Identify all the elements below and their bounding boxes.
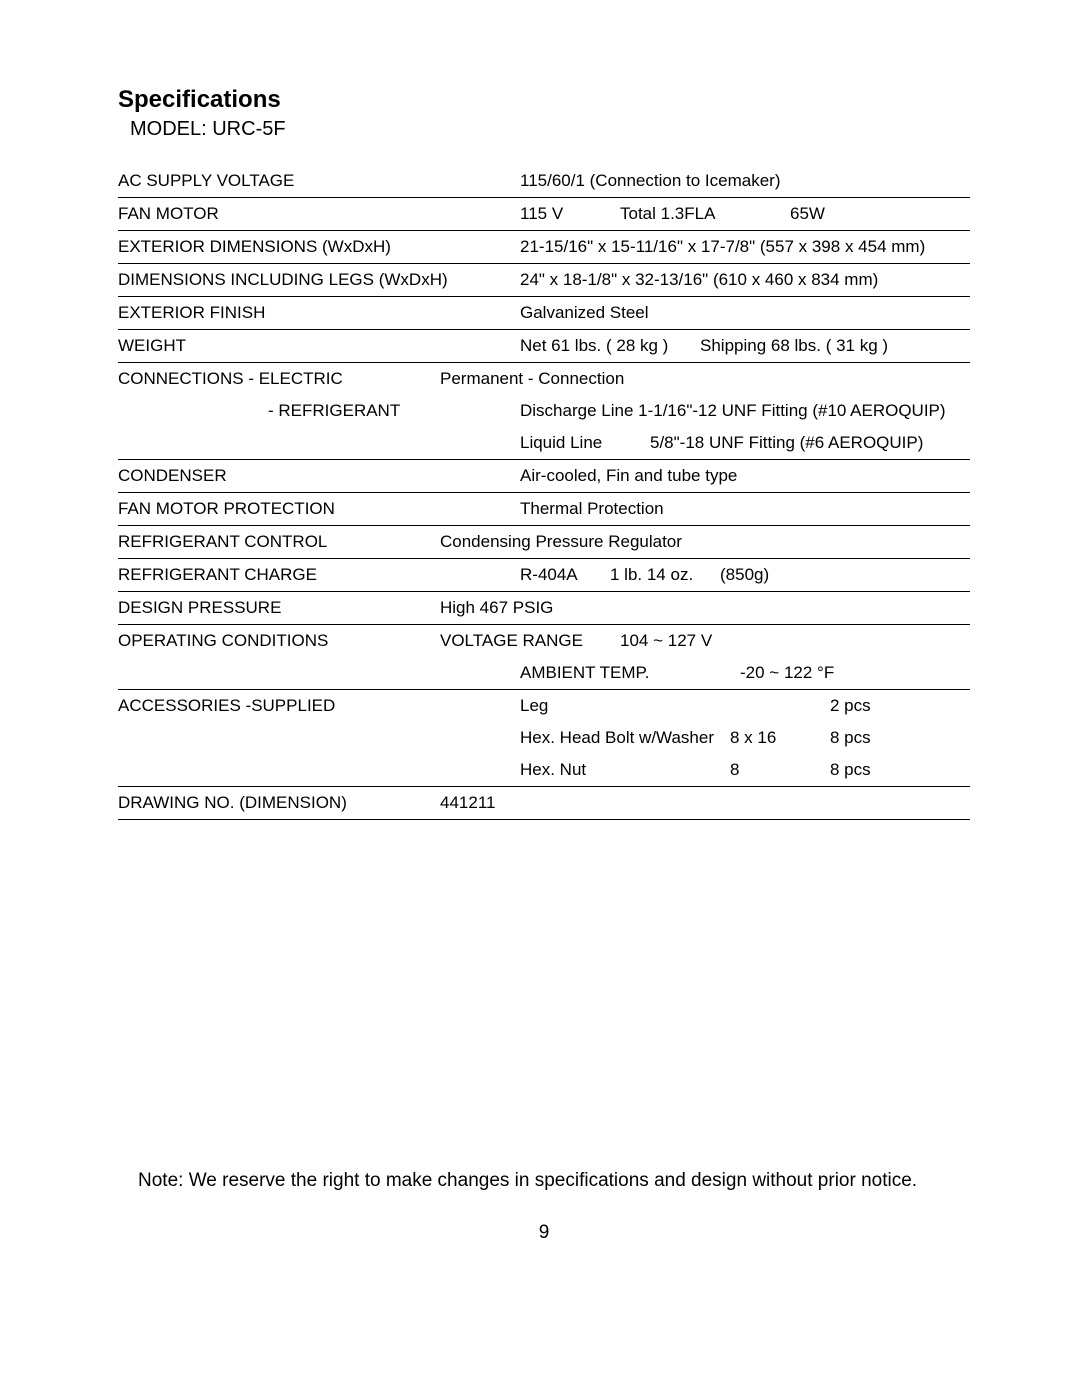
footer-note-text: Note: We reserve the right to make chang… (138, 1168, 960, 1194)
spec-value-cell: 1 lb. 14 oz. (610, 565, 720, 585)
table-row: Hex. Nut88 pcs (118, 754, 970, 787)
spec-value: Galvanized Steel (520, 297, 970, 330)
spec-value-cell: Condensing Pressure Regulator (440, 532, 682, 552)
spec-value-cell: VOLTAGE RANGE (440, 631, 620, 651)
table-row: FAN MOTOR115 VTotal 1.3FLA65W (118, 198, 970, 231)
spec-value-cell: Air-cooled, Fin and tube type (520, 466, 737, 486)
spec-value-cell: Net 61 lbs. ( 28 kg ) (520, 336, 700, 356)
spec-label: WEIGHT (118, 330, 520, 363)
spec-value-cell: Galvanized Steel (520, 303, 649, 323)
table-row: DESIGN PRESSUREHigh 467 PSIG (118, 592, 970, 625)
page-number: 9 (118, 1222, 970, 1244)
table-row: - REFRIGERANTDischarge Line 1-1/16"-12 U… (118, 395, 970, 427)
spec-value-cell: AMBIENT TEMP. (520, 663, 740, 683)
table-row: ACCESSORIES -SUPPLIEDLeg 2 pcs (118, 690, 970, 723)
spec-value-cell: 2 pcs (830, 696, 910, 716)
spec-value-cell: 441211 (440, 793, 495, 813)
spec-value: Condensing Pressure Regulator (520, 526, 970, 559)
spec-value-cell: Hex. Head Bolt w/Washer (520, 728, 730, 748)
spec-value-cell: 8 pcs (830, 728, 910, 748)
spec-value-cell: 8 x 16 (730, 728, 830, 748)
spec-table: AC SUPPLY VOLTAGE115/60/1 (Connection to… (118, 165, 970, 820)
table-row: WEIGHTNet 61 lbs. ( 28 kg )Shipping 68 l… (118, 330, 970, 363)
spec-value-cell: Thermal Protection (520, 499, 664, 519)
spec-value-cell: Total 1.3FLA (620, 204, 790, 224)
spec-value: Discharge Line 1-1/16"-12 UNF Fitting (#… (520, 395, 970, 427)
spec-value-cell: 24" x 18-1/8" x 32-13/16" (610 x 460 x 8… (520, 270, 878, 290)
table-row: REFRIGERANT CONTROLCondensing Pressure R… (118, 526, 970, 559)
spec-value: Thermal Protection (520, 493, 970, 526)
table-row: Hex. Head Bolt w/Washer8 x 168 pcs (118, 722, 970, 754)
spec-value: Hex. Nut88 pcs (520, 754, 970, 787)
spec-value: 441211 (520, 787, 970, 820)
spec-label: ACCESSORIES -SUPPLIED (118, 690, 520, 723)
spec-label: AC SUPPLY VOLTAGE (118, 165, 520, 198)
spec-value: Permanent - Connection (520, 363, 970, 396)
page-title: Specifications (118, 86, 970, 114)
spec-label: - REFRIGERANT (118, 395, 520, 427)
table-row: DRAWING NO. (DIMENSION)441211 (118, 787, 970, 820)
spec-value: 21-15/16" x 15-11/16" x 17-7/8" (557 x 3… (520, 231, 970, 264)
spec-value: Hex. Head Bolt w/Washer8 x 168 pcs (520, 722, 970, 754)
spec-label (118, 427, 520, 460)
spec-label: FAN MOTOR (118, 198, 520, 231)
spec-value: 115 VTotal 1.3FLA65W (520, 198, 970, 231)
table-row: REFRIGERANT CHARGER-404A1 lb. 14 oz.(850… (118, 559, 970, 592)
spec-value-cell: 104 ~ 127 V (620, 631, 760, 651)
table-row: AMBIENT TEMP.-20 ~ 122 °F (118, 657, 970, 690)
spec-value: Net 61 lbs. ( 28 kg )Shipping 68 lbs. ( … (520, 330, 970, 363)
spec-value-cell: -20 ~ 122 °F (740, 663, 880, 683)
spec-label (118, 657, 520, 690)
spec-value-cell: (850g) (720, 565, 800, 585)
table-row: AC SUPPLY VOLTAGE115/60/1 (Connection to… (118, 165, 970, 198)
spec-value-cell: 115/60/1 (Connection to Icemaker) (520, 171, 781, 191)
spec-table-body: AC SUPPLY VOLTAGE115/60/1 (Connection to… (118, 165, 970, 820)
spec-value-cell: Leg (520, 696, 730, 716)
spec-value: Leg 2 pcs (520, 690, 970, 723)
table-row: CONDENSERAir-cooled, Fin and tube type (118, 460, 970, 493)
spec-value-cell: Liquid Line (520, 433, 650, 453)
spec-value: 24" x 18-1/8" x 32-13/16" (610 x 460 x 8… (520, 264, 970, 297)
spec-label (118, 754, 520, 787)
model-line: MODEL: URC-5F (130, 118, 970, 141)
spec-value-cell: Hex. Nut (520, 760, 730, 780)
spec-value-cell: 5/8"-18 UNF Fitting (#6 AEROQUIP) (650, 433, 970, 453)
table-row: OPERATING CONDITIONSVOLTAGE RANGE104 ~ 1… (118, 625, 970, 658)
spec-label: REFRIGERANT CHARGE (118, 559, 520, 592)
spec-value-cell: 65W (790, 204, 870, 224)
table-row: EXTERIOR FINISHGalvanized Steel (118, 297, 970, 330)
spec-value-cell (730, 696, 830, 716)
spec-value-cell: 115 V (520, 204, 620, 224)
spec-value-cell: Shipping 68 lbs. ( 31 kg ) (700, 336, 960, 356)
spec-label: EXTERIOR DIMENSIONS (WxDxH) (118, 231, 520, 264)
spec-value: Air-cooled, Fin and tube type (520, 460, 970, 493)
spec-value: R-404A1 lb. 14 oz.(850g) (520, 559, 970, 592)
spec-value-cell: Discharge Line 1-1/16"-12 UNF Fitting (#… (520, 401, 946, 421)
spec-value-cell: 8 pcs (830, 760, 910, 780)
spec-label: EXTERIOR FINISH (118, 297, 520, 330)
spec-value: 115/60/1 (Connection to Icemaker) (520, 165, 970, 198)
table-row: EXTERIOR DIMENSIONS (WxDxH)21-15/16" x 1… (118, 231, 970, 264)
spec-value: VOLTAGE RANGE104 ~ 127 V (520, 625, 970, 658)
spec-value: High 467 PSIG (520, 592, 970, 625)
spec-label (118, 722, 520, 754)
spec-label: CONDENSER (118, 460, 520, 493)
spec-label: DIMENSIONS INCLUDING LEGS (WxDxH) (118, 264, 520, 297)
spec-value-cell: R-404A (520, 565, 610, 585)
spec-value-cell: 8 (730, 760, 830, 780)
table-row: Liquid Line5/8"-18 UNF Fitting (#6 AEROQ… (118, 427, 970, 460)
spec-value-cell: Permanent - Connection (440, 369, 624, 389)
spec-label: FAN MOTOR PROTECTION (118, 493, 520, 526)
spec-value: AMBIENT TEMP.-20 ~ 122 °F (520, 657, 970, 690)
spec-sheet-page: Specifications MODEL: URC-5F AC SUPPLY V… (0, 0, 1080, 1397)
table-row: DIMENSIONS INCLUDING LEGS (WxDxH)24" x 1… (118, 264, 970, 297)
spec-value-cell: 21-15/16" x 15-11/16" x 17-7/8" (557 x 3… (520, 237, 925, 257)
table-row: FAN MOTOR PROTECTIONThermal Protection (118, 493, 970, 526)
table-row: CONNECTIONS - ELECTRICPermanent - Connec… (118, 363, 970, 396)
spec-value: Liquid Line5/8"-18 UNF Fitting (#6 AEROQ… (520, 427, 970, 460)
footer-note: Note: We reserve the right to make chang… (138, 1168, 970, 1194)
spec-value-cell: High 467 PSIG (440, 598, 553, 618)
